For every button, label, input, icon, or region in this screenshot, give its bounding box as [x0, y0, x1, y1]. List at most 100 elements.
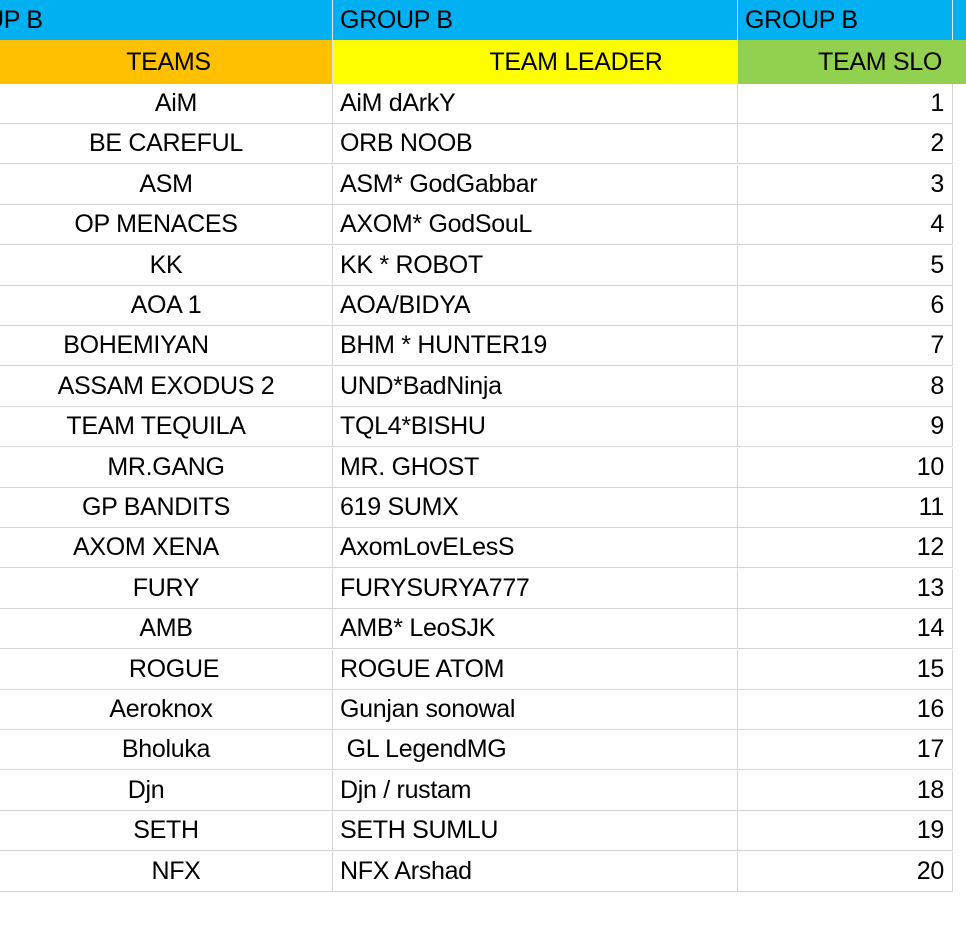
group-cell-c[interactable]: GROUP B [738, 0, 953, 40]
team-slot-cell[interactable]: 4 [738, 205, 953, 246]
team-slot-cell[interactable]: 19 [738, 811, 953, 852]
team-slot-cell[interactable]: 3 [738, 164, 953, 205]
teams-header[interactable]: TEAMS [0, 40, 333, 84]
team-leader-cell[interactable]: FURYSURYA777 [333, 568, 738, 609]
table-row: SETH SETH SUMLU 19 [0, 811, 966, 852]
team-name-cell[interactable]: GP BANDITS [0, 488, 333, 528]
team-slot-cell[interactable]: 1 [738, 84, 953, 124]
overflow-cell[interactable] [953, 771, 966, 811]
overflow-cell[interactable] [953, 852, 966, 892]
overflow-cell[interactable] [953, 730, 966, 770]
team-name-cell[interactable]: ASSAM EXODUS 2 [0, 366, 333, 407]
team-name-cell[interactable]: NFX [0, 851, 333, 892]
table-row: Bholuka GL LegendMG 17 [0, 730, 966, 771]
overflow-cell[interactable] [953, 326, 966, 366]
team-leader-cell[interactable]: KK * ROBOT [333, 245, 738, 286]
team-name-cell[interactable]: Djn [0, 770, 333, 811]
team-slot-cell[interactable]: 8 [738, 366, 953, 407]
table-row: TEAM TEQUILA TQL4*BISHU 9 [0, 407, 966, 448]
team-slot-cell[interactable]: 10 [738, 447, 953, 488]
team-leader-header[interactable]: TEAM LEADER [333, 40, 738, 84]
team-slot-cell[interactable]: 18 [738, 770, 953, 811]
overflow-cell[interactable] [953, 286, 966, 326]
overflow-cell[interactable] [953, 650, 966, 690]
table-row: KK KK * ROBOT 5 [0, 245, 966, 286]
table-row: Djn Djn / rustam 18 [0, 770, 966, 811]
team-name-cell[interactable]: ROGUE [0, 649, 333, 690]
team-leader-cell[interactable]: Gunjan sonowal [333, 690, 738, 730]
team-slot-cell[interactable]: 2 [738, 124, 953, 165]
team-leader-cell[interactable]: ASM* GodGabbar [333, 164, 738, 205]
team-slot-cell[interactable]: 13 [738, 568, 953, 609]
overflow-cell[interactable] [953, 528, 966, 568]
overflow-cell[interactable] [953, 569, 966, 609]
team-slot-cell[interactable]: 17 [738, 730, 953, 771]
team-slot-cell[interactable]: 14 [738, 609, 953, 650]
team-name-cell[interactable]: AiM [0, 84, 333, 124]
table-row: ASM ASM* GodGabbar 3 [0, 164, 966, 205]
team-leader-cell[interactable]: GL LegendMG [333, 730, 738, 771]
overflow-cell[interactable] [953, 205, 966, 245]
team-name-cell[interactable]: ASM [0, 164, 333, 205]
team-name-cell[interactable]: BOHEMIYAN [0, 326, 333, 367]
team-leader-cell[interactable]: AiM dArkY [333, 84, 738, 124]
overflow-cell[interactable] [953, 165, 966, 205]
group-cell-a[interactable]: UP B [0, 0, 333, 40]
team-leader-cell[interactable]: NFX Arshad [333, 851, 738, 892]
team-leader-cell[interactable]: MR. GHOST [333, 447, 738, 488]
overflow-cell[interactable] [953, 690, 966, 730]
team-slot-cell[interactable]: 20 [738, 851, 953, 892]
team-leader-cell[interactable]: ORB NOOB [333, 124, 738, 165]
team-leader-cell[interactable]: AOA/BIDYA [333, 286, 738, 326]
team-slot-header[interactable]: TEAM SLO [738, 40, 953, 84]
team-slot-cell[interactable]: 11 [738, 488, 953, 528]
team-name-cell[interactable]: Bholuka [0, 730, 333, 771]
table-row: NFX NFX Arshad 20 [0, 851, 966, 892]
team-leader-cell[interactable]: TQL4*BISHU [333, 407, 738, 448]
team-name-cell[interactable]: TEAM TEQUILA [0, 407, 333, 448]
team-name-cell[interactable]: SETH [0, 811, 333, 852]
overflow-cell[interactable] [953, 84, 966, 124]
overflow-cell[interactable] [953, 488, 966, 528]
overflow-cell[interactable] [953, 407, 966, 447]
table-row: AOA 1 AOA/BIDYA 6 [0, 286, 966, 326]
team-slot-cell[interactable]: 5 [738, 245, 953, 286]
team-leader-cell[interactable]: SETH SUMLU [333, 811, 738, 852]
team-leader-cell[interactable]: AxomLovELesS [333, 528, 738, 569]
team-leader-cell[interactable]: 619 SUMX [333, 488, 738, 528]
team-leader-cell[interactable]: UND*BadNinja [333, 366, 738, 407]
team-name-cell[interactable]: Aeroknox [0, 690, 333, 730]
overflow-cell[interactable] [953, 367, 966, 407]
overflow-cell[interactable] [953, 448, 966, 488]
team-slot-cell[interactable]: 16 [738, 690, 953, 730]
group-cell-b[interactable]: GROUP B [333, 0, 738, 40]
group-row: UP B GROUP B GROUP B [0, 0, 966, 40]
group-cell-d[interactable] [953, 0, 966, 40]
overflow-cell[interactable] [953, 246, 966, 286]
team-name-cell[interactable]: MR.GANG [0, 447, 333, 488]
team-slot-cell[interactable]: 9 [738, 407, 953, 448]
team-name-cell[interactable]: AXOM XENA [0, 528, 333, 569]
table-row: MR.GANG MR. GHOST 10 [0, 447, 966, 488]
team-leader-cell[interactable]: Djn / rustam [333, 770, 738, 811]
table-row: ROGUE ROGUE ATOM 15 [0, 649, 966, 690]
team-name-cell[interactable]: KK [0, 245, 333, 286]
team-leader-cell[interactable]: ROGUE ATOM [333, 649, 738, 690]
team-leader-cell[interactable]: AXOM* GodSouL [333, 205, 738, 246]
team-name-cell[interactable]: OP MENACES [0, 205, 333, 246]
team-slot-cell[interactable]: 15 [738, 649, 953, 690]
overflow-cell[interactable] [953, 811, 966, 851]
team-leader-cell[interactable]: BHM * HUNTER19 [333, 326, 738, 367]
table-row: BE CAREFUL ORB NOOB 2 [0, 124, 966, 165]
overflow-cell[interactable] [953, 609, 966, 649]
team-slot-cell[interactable]: 12 [738, 528, 953, 569]
header-overflow-cell[interactable] [953, 40, 966, 84]
overflow-cell[interactable] [953, 124, 966, 164]
team-leader-cell[interactable]: AMB* LeoSJK [333, 609, 738, 650]
team-name-cell[interactable]: AMB [0, 609, 333, 650]
team-slot-cell[interactable]: 7 [738, 326, 953, 367]
team-name-cell[interactable]: FURY [0, 568, 333, 609]
team-name-cell[interactable]: BE CAREFUL [0, 124, 333, 165]
team-name-cell[interactable]: AOA 1 [0, 286, 333, 326]
team-slot-cell[interactable]: 6 [738, 286, 953, 326]
